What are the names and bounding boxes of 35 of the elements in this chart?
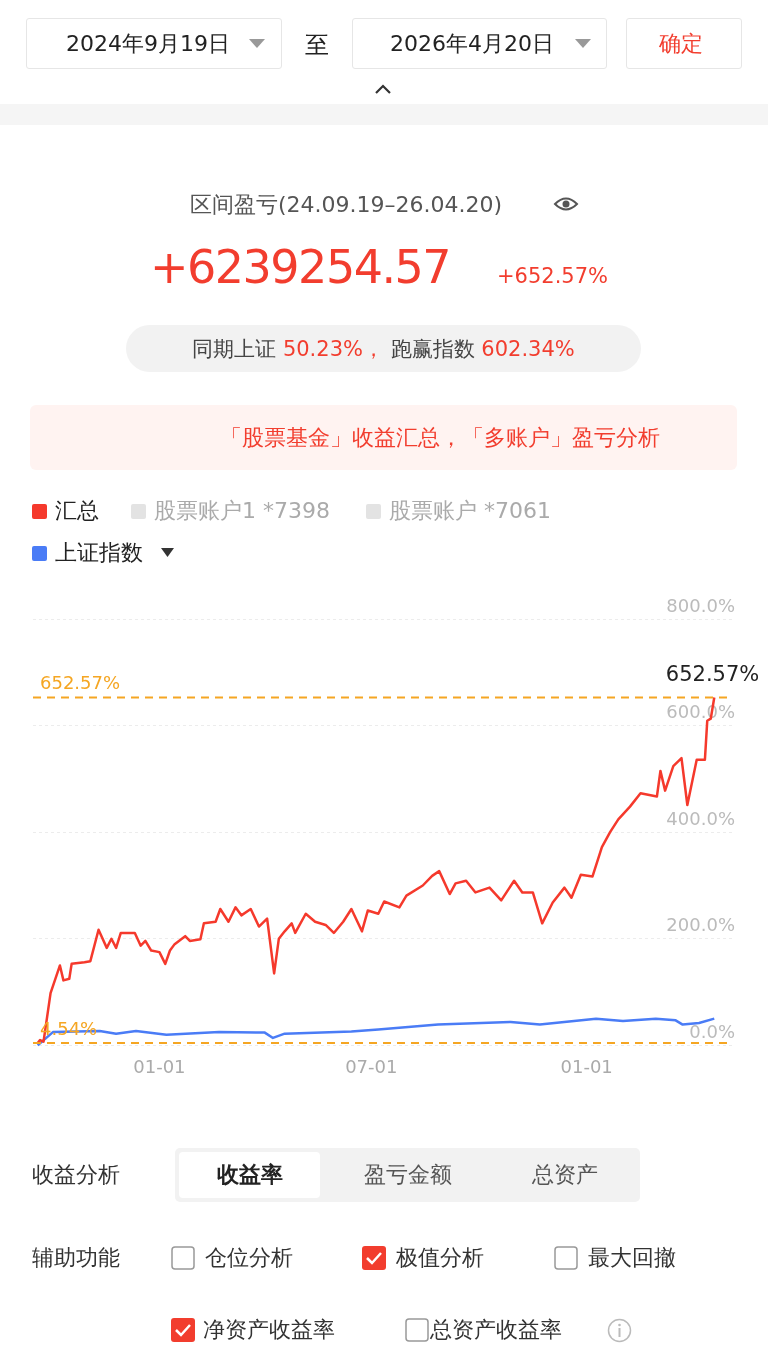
- text: 至: [305, 31, 329, 59]
- y-tick-label: 0.0%: [689, 1021, 735, 1043]
- text: 同期上证: [192, 336, 277, 361]
- text: 总资产收益率: [430, 1317, 562, 1342]
- legend-label: 股票账户1 *7398: [154, 497, 330, 525]
- text: 跑赢指数: [390, 336, 475, 361]
- text: 50.23%，: [282, 336, 384, 361]
- text: 辅助功能: [32, 1245, 120, 1270]
- text: 「股票基金」收益汇总，「多账户」盈亏分析: [220, 425, 660, 450]
- text: 2026年4月20日: [390, 31, 554, 56]
- text: 602.34%: [481, 336, 575, 361]
- text: 极值分析: [396, 1245, 484, 1270]
- legend-label: 汇总: [55, 497, 99, 525]
- x-tick-label: 01-01: [133, 1055, 186, 1077]
- text: 2024年9月19日: [66, 31, 230, 56]
- y-tick-label: 800.0%: [666, 594, 735, 616]
- annotation: 652.57%: [665, 661, 760, 686]
- text: +652.57%: [497, 264, 609, 288]
- y-tick-label: 400.0%: [666, 807, 735, 829]
- x-tick-label: 07-01: [345, 1055, 398, 1077]
- text: 区间盈亏(24.09.19–26.04.20): [190, 192, 503, 217]
- text: 收益分析: [32, 1162, 120, 1187]
- text: 最大回撤: [588, 1245, 676, 1270]
- legend-label: 上证指数: [55, 539, 143, 567]
- text: 盈亏金额: [363, 1162, 452, 1187]
- x-tick-label: 01-01: [560, 1055, 613, 1077]
- text: 仓位分析: [205, 1245, 293, 1270]
- text: 收益率: [216, 1162, 283, 1187]
- text: 确定: [659, 31, 703, 56]
- ref-line-label: 652.57%: [40, 672, 121, 694]
- text: 总资产: [532, 1162, 598, 1187]
- y-tick-label: 200.0%: [666, 914, 735, 936]
- text: +6239254.57: [150, 240, 451, 294]
- text: 净资产收益率: [203, 1317, 335, 1342]
- legend-label: 股票账户 *7061: [389, 497, 551, 525]
